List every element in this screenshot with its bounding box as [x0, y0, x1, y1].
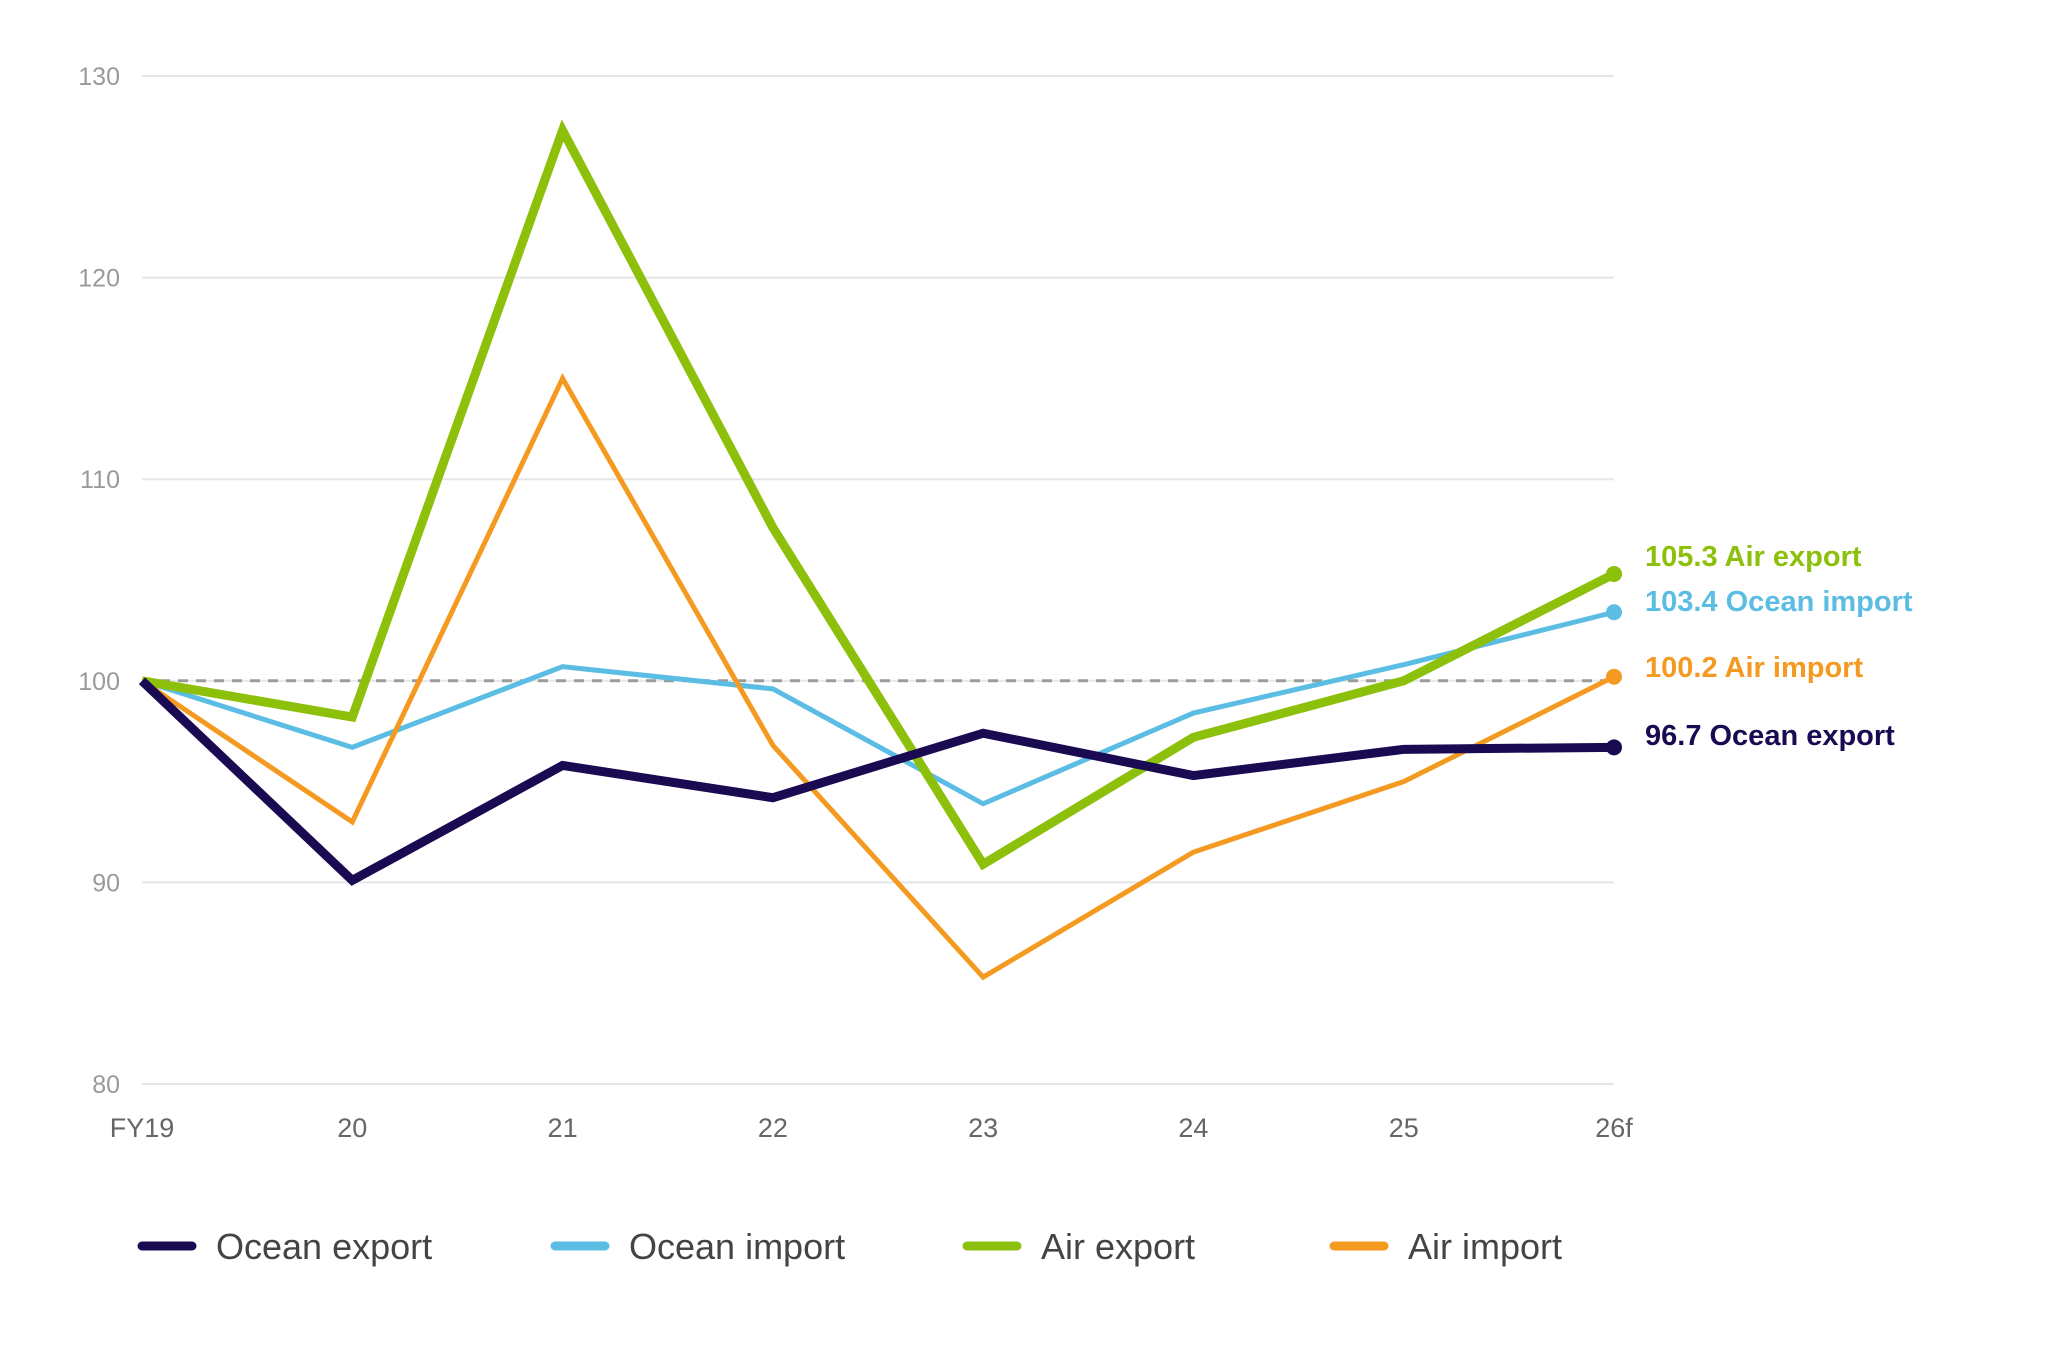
legend-item-ocean-import: Ocean import [550, 1226, 845, 1267]
x-tick-label: 22 [758, 1113, 788, 1143]
legend-item-air-export: Air export [962, 1226, 1195, 1267]
series-line-ocean-import [141, 609, 1615, 807]
legend: Ocean export Ocean import Air export Air im… [137, 1226, 1562, 1267]
end-label-air-import: 100.2 Air import [1645, 652, 1863, 684]
legend-label: Air import [1408, 1226, 1562, 1267]
x-tick-label: 25 [1389, 1113, 1419, 1143]
x-tick-label: 21 [548, 1113, 578, 1143]
series-line-air-export [141, 119, 1617, 871]
series-lines [138, 119, 1622, 981]
end-point-ocean-export [1606, 739, 1622, 756]
end-point-ocean-import [1606, 604, 1622, 621]
y-tick-label: 130 [78, 63, 120, 91]
x-tick-label: FY19 [110, 1113, 175, 1143]
legend-item-air-import: Air import [1329, 1226, 1562, 1267]
x-tick-label: 20 [337, 1113, 367, 1143]
y-tick-label: 80 [92, 1071, 120, 1099]
y-tick-label: 90 [92, 869, 120, 897]
end-label-ocean-import: 103.4 Ocean import [1645, 586, 1913, 618]
series-line-air-import [140, 373, 1616, 981]
end-point-air-import [1606, 668, 1622, 685]
legend-item-ocean-export: Ocean export [137, 1226, 432, 1267]
end-label-air-export: 105.3 Air export [1645, 541, 1862, 573]
x-axis-tick-labels: FY19 20 21 22 23 24 25 26f [110, 1113, 1634, 1143]
y-tick-label: 120 [78, 265, 120, 293]
legend-label: Air export [1041, 1226, 1195, 1267]
end-point-air-export [1606, 565, 1622, 582]
x-tick-label: 24 [1178, 1113, 1208, 1143]
y-tick-label: 100 [78, 668, 120, 696]
gridlines [142, 75, 1614, 1085]
x-tick-label: 23 [968, 1113, 998, 1143]
y-tick-label: 110 [80, 466, 120, 494]
series-line-ocean-export [138, 677, 1615, 886]
end-labels: 96.7 Ocean export 103.4 Ocean import 105.3… [1645, 541, 1913, 752]
legend-label: Ocean import [629, 1226, 845, 1267]
x-tick-label: 26f [1595, 1113, 1633, 1143]
end-label-ocean-export: 96.7 Ocean export [1645, 720, 1895, 752]
legend-label: Ocean export [216, 1226, 432, 1267]
y-axis-tick-labels: 80 90 100 110 120 130 [78, 63, 120, 1099]
